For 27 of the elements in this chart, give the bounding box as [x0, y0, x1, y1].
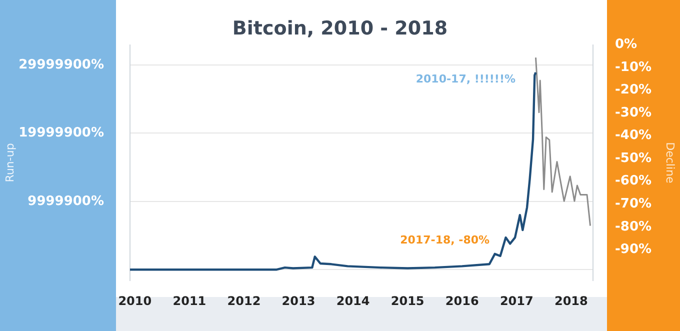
y-tick-label: 9999900% — [28, 194, 104, 209]
x-tick-label: 2017 — [500, 294, 534, 308]
x-tick-label: 2016 — [445, 294, 479, 308]
y2-tick-label: -70% — [615, 196, 652, 212]
x-tick-label: 2010 — [118, 294, 152, 308]
annotation: 2017-18, -80% — [400, 233, 490, 246]
y2-tick-label: -90% — [615, 242, 652, 258]
annotation: 2010-17, !!!!!!% — [416, 72, 516, 86]
x-tick-label: 2011 — [172, 294, 206, 308]
y2-tick-label: -60% — [615, 174, 652, 189]
x-tick-label: 2013 — [282, 294, 316, 308]
y2-tick-label: 0% — [615, 37, 638, 52]
y-axis-title: Run-up — [3, 143, 16, 182]
x-tick-label: 2012 — [227, 294, 261, 308]
y2-axis-title: Decline — [664, 142, 677, 184]
y2-tick-label: -40% — [615, 128, 652, 144]
x-tick-label: 2015 — [390, 294, 424, 308]
y2-tick-label: -30% — [615, 105, 652, 120]
y-tick-label: 19999900% — [18, 126, 104, 141]
x-tick-label: 2018 — [554, 294, 588, 308]
y2-tick-label: -80% — [615, 219, 652, 234]
y2-tick-label: -20% — [615, 82, 652, 98]
y-tick-label: 29999900% — [18, 57, 104, 72]
y2-tick-label: -50% — [615, 150, 652, 166]
x-tick-label: 2014 — [336, 294, 370, 308]
chart-title: Bitcoin, 2010 - 2018 — [232, 17, 448, 40]
y2-tick-label: -10% — [615, 60, 652, 75]
